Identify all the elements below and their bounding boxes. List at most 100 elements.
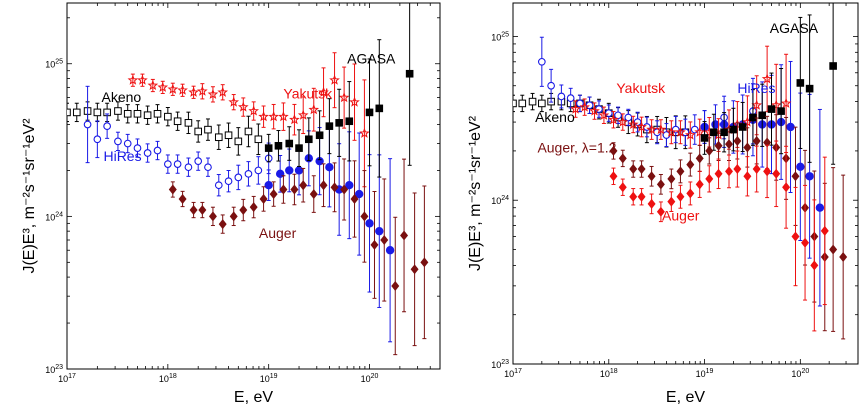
data-point bbox=[705, 145, 714, 156]
data-point bbox=[829, 62, 837, 70]
data-point bbox=[239, 205, 248, 216]
data-point bbox=[198, 205, 207, 216]
data-point bbox=[609, 145, 618, 156]
data-point bbox=[617, 116, 629, 127]
data-point bbox=[705, 173, 714, 184]
data-point bbox=[518, 99, 527, 108]
data-point bbox=[695, 179, 704, 190]
data-point bbox=[675, 126, 686, 137]
data-point bbox=[695, 153, 704, 164]
data-point bbox=[410, 264, 419, 275]
data-point bbox=[405, 69, 414, 78]
data-point bbox=[173, 117, 182, 126]
series-yakutsk-star bbox=[127, 52, 370, 188]
data-point bbox=[305, 135, 313, 144]
data-point bbox=[796, 162, 805, 171]
data-point bbox=[217, 86, 229, 97]
x-tick-label: 1020 bbox=[791, 368, 809, 379]
data-point bbox=[173, 160, 182, 168]
x-axis-title: E, eV bbox=[666, 389, 705, 406]
data-point bbox=[163, 160, 172, 168]
data-point bbox=[528, 97, 537, 106]
data-point bbox=[820, 225, 829, 236]
data-point bbox=[801, 237, 810, 248]
data-point bbox=[248, 105, 259, 116]
data-point bbox=[710, 128, 718, 137]
data-point bbox=[646, 123, 657, 135]
data-point bbox=[133, 144, 142, 152]
data-point bbox=[636, 121, 647, 132]
data-point bbox=[350, 193, 359, 204]
data-point bbox=[279, 184, 288, 195]
data-point bbox=[188, 86, 199, 97]
series-label: AGASA bbox=[347, 51, 396, 67]
data-point bbox=[259, 193, 268, 204]
data-point bbox=[189, 205, 198, 216]
series-label: Akeno bbox=[102, 89, 142, 105]
data-point bbox=[258, 111, 269, 122]
data-point bbox=[758, 111, 767, 120]
data-point bbox=[234, 173, 243, 182]
data-point bbox=[354, 189, 364, 199]
data-point bbox=[338, 92, 350, 103]
data-point bbox=[178, 193, 187, 204]
data-point bbox=[815, 203, 825, 212]
data-point bbox=[700, 134, 709, 142]
data-point bbox=[752, 164, 761, 175]
data-point bbox=[733, 164, 742, 175]
data-point bbox=[207, 88, 219, 99]
series-auger-diamond bbox=[168, 158, 429, 356]
data-point bbox=[725, 139, 733, 150]
data-point bbox=[214, 133, 223, 142]
series-label: Auger bbox=[662, 208, 700, 224]
data-point bbox=[285, 139, 294, 148]
data-point bbox=[285, 166, 294, 175]
data-point bbox=[295, 144, 303, 152]
data-point bbox=[772, 168, 781, 179]
data-point bbox=[249, 202, 258, 213]
data-point bbox=[400, 230, 409, 241]
data-point bbox=[752, 135, 761, 146]
data-point bbox=[370, 239, 379, 250]
data-point bbox=[229, 211, 238, 222]
data-point bbox=[763, 166, 772, 177]
data-point bbox=[676, 166, 685, 177]
x-tick-label: 1019 bbox=[260, 373, 278, 384]
y-axis-title: J(E)E³, m⁻²s⁻¹sr⁻¹eV² bbox=[21, 118, 38, 274]
data-point bbox=[194, 157, 203, 166]
data-point bbox=[264, 144, 273, 152]
y-tick-label: 1023 bbox=[45, 364, 63, 375]
data-point bbox=[618, 182, 627, 193]
data-point bbox=[329, 74, 340, 85]
data-point bbox=[547, 81, 555, 90]
data-point bbox=[177, 84, 188, 95]
data-point bbox=[184, 163, 193, 172]
x-tick-label: 1018 bbox=[159, 373, 177, 384]
left-chart: 1017 1018 1019 1020 1023 1024 1025 E, eV J(E)E³,… bbox=[21, 2, 441, 406]
series-agasa-square-filled bbox=[264, 3, 414, 178]
data-point bbox=[340, 184, 349, 195]
data-point bbox=[72, 108, 81, 117]
data-point bbox=[598, 109, 610, 120]
data-layer bbox=[67, 3, 429, 356]
data-point bbox=[264, 181, 273, 190]
data-point bbox=[315, 131, 324, 140]
data-point bbox=[579, 101, 590, 112]
data-point bbox=[269, 189, 278, 200]
series-label: Auger, λ=1.2 bbox=[537, 140, 616, 156]
data-point bbox=[614, 111, 622, 120]
series-akeno-square-open bbox=[67, 101, 263, 156]
x-axis-title: E, eV bbox=[234, 389, 273, 406]
data-point bbox=[294, 166, 304, 175]
axis-ticks bbox=[512, 3, 859, 365]
data-point bbox=[618, 153, 627, 164]
data-point bbox=[791, 231, 800, 242]
data-point bbox=[114, 137, 122, 146]
data-point bbox=[733, 135, 742, 146]
data-point bbox=[237, 101, 249, 112]
data-point bbox=[365, 108, 374, 117]
data-point bbox=[309, 189, 318, 200]
data-point bbox=[67, 108, 71, 117]
data-point bbox=[143, 111, 152, 120]
data-point bbox=[308, 104, 320, 115]
